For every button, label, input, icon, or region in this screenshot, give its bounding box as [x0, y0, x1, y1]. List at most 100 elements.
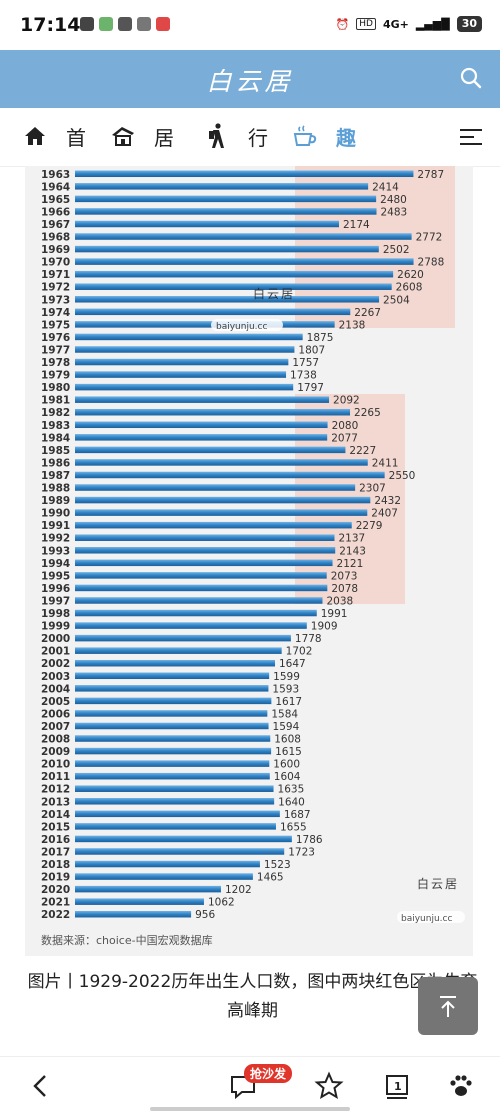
year-label: 1972 — [41, 282, 70, 294]
value-label: 2411 — [372, 457, 399, 469]
value-label: 2038 — [326, 595, 353, 607]
home-indicator — [150, 1107, 350, 1111]
year-label: 1983 — [41, 420, 70, 432]
year-label: 2005 — [41, 696, 70, 708]
bar — [75, 509, 368, 516]
nav-item-travel[interactable]: 行 — [204, 121, 268, 151]
value-label: 1647 — [279, 658, 306, 670]
sofa-badge[interactable]: 抢沙发 — [244, 1064, 293, 1083]
nav-label: 首 — [66, 125, 86, 150]
bar — [75, 559, 333, 567]
value-label: 1594 — [273, 721, 300, 733]
year-label: 1968 — [41, 232, 70, 244]
bar — [75, 245, 379, 253]
year-label: 2014 — [41, 809, 70, 821]
year-label: 2017 — [41, 846, 70, 858]
star-icon[interactable] — [314, 1071, 344, 1101]
year-label: 2000 — [41, 633, 70, 645]
watermark-name: 白云居 — [417, 876, 459, 891]
year-label: 1990 — [41, 508, 70, 520]
watermark-corner: 白云居 baiyunju.cc — [397, 876, 465, 924]
bar — [75, 685, 269, 692]
watermark-url: baiyunju.cc — [216, 322, 267, 332]
notification-icon — [80, 17, 94, 31]
app-notification-icon — [99, 17, 113, 31]
back-arrow-icon[interactable] — [26, 1071, 56, 1101]
value-label: 2432 — [374, 495, 401, 507]
year-label: 1963 — [41, 169, 70, 181]
chart-source: 数据来源：choice-中国宏观数据库 — [41, 933, 213, 947]
value-label: 1608 — [274, 734, 301, 746]
year-label: 1973 — [41, 294, 70, 306]
nav-item-home[interactable]: 首 — [22, 121, 86, 151]
value-label: 1738 — [290, 370, 317, 382]
value-label: 2267 — [354, 307, 381, 319]
value-label: 2077 — [331, 432, 358, 444]
value-label: 2414 — [372, 181, 399, 193]
bar — [75, 358, 289, 366]
year-label: 1971 — [41, 269, 70, 281]
bar — [75, 321, 335, 328]
bar — [75, 371, 287, 378]
year-label: 1975 — [41, 319, 70, 331]
bar — [75, 772, 270, 780]
bar — [75, 208, 377, 215]
bar — [75, 634, 291, 642]
value-label: 2227 — [349, 445, 376, 457]
bar — [75, 459, 368, 466]
bar — [75, 258, 414, 265]
value-label: 2483 — [381, 206, 408, 218]
bar — [75, 622, 307, 629]
bar — [75, 597, 323, 604]
value-label: 1593 — [272, 683, 299, 695]
menu-icon[interactable] — [460, 128, 482, 146]
value-label: 1062 — [208, 897, 235, 909]
year-label: 1992 — [41, 533, 70, 545]
value-label: 1584 — [271, 708, 298, 720]
search-icon[interactable] — [460, 67, 482, 89]
value-label: 1909 — [311, 621, 338, 633]
value-label: 2080 — [332, 420, 359, 432]
bar — [75, 647, 282, 654]
status-bar: 17:14 ⏰ HD 4G+ ▂▄▆█ 30 — [0, 0, 500, 50]
bar — [75, 760, 270, 767]
value-label: 2608 — [396, 282, 423, 294]
value-label: 1807 — [298, 344, 325, 356]
paw-icon[interactable] — [446, 1071, 476, 1101]
year-label: 1999 — [41, 621, 70, 633]
year-label: 2012 — [41, 784, 70, 796]
nav-item-fun[interactable]: 趣 — [292, 121, 356, 151]
value-label: 1615 — [275, 746, 302, 758]
year-label: 1994 — [41, 558, 70, 570]
bar — [75, 270, 394, 278]
site-logo[interactable]: 白云居 — [206, 67, 294, 96]
nav-item-residence[interactable]: 居 — [110, 121, 174, 151]
value-label: 1202 — [225, 884, 252, 896]
page-badge: 1 — [394, 1080, 402, 1093]
year-label: 1966 — [41, 206, 70, 218]
year-label: 2008 — [41, 734, 70, 746]
year-label: 2006 — [41, 708, 70, 720]
bar — [75, 396, 330, 403]
page-icon[interactable]: 1 — [382, 1071, 412, 1101]
value-label: 2092 — [333, 395, 360, 407]
hd-icon: HD — [356, 18, 376, 30]
bar — [75, 697, 272, 705]
bar — [75, 798, 275, 805]
year-label: 1965 — [41, 194, 70, 206]
bar — [75, 434, 328, 441]
value-label: 1757 — [292, 357, 319, 369]
watermark-center: 白云居 baiyunju.cc — [211, 286, 293, 332]
year-label: 1979 — [41, 370, 70, 382]
image-caption: 图片丨1929-2022历年出生人口数，图中两块红色区为生育高峰期 — [27, 972, 478, 1021]
year-label: 2019 — [41, 872, 70, 884]
value-label: 1687 — [284, 809, 311, 821]
bottom-toolbar: 1 — [0, 1056, 500, 1116]
year-label: 1977 — [41, 344, 70, 356]
bar — [75, 346, 295, 353]
year-label: 1989 — [41, 495, 70, 507]
back-to-top-button[interactable] — [418, 977, 478, 1035]
signal-icon: ▂▄▆█ — [415, 17, 450, 31]
value-label: 1655 — [280, 821, 307, 833]
value-label: 1786 — [296, 834, 323, 846]
